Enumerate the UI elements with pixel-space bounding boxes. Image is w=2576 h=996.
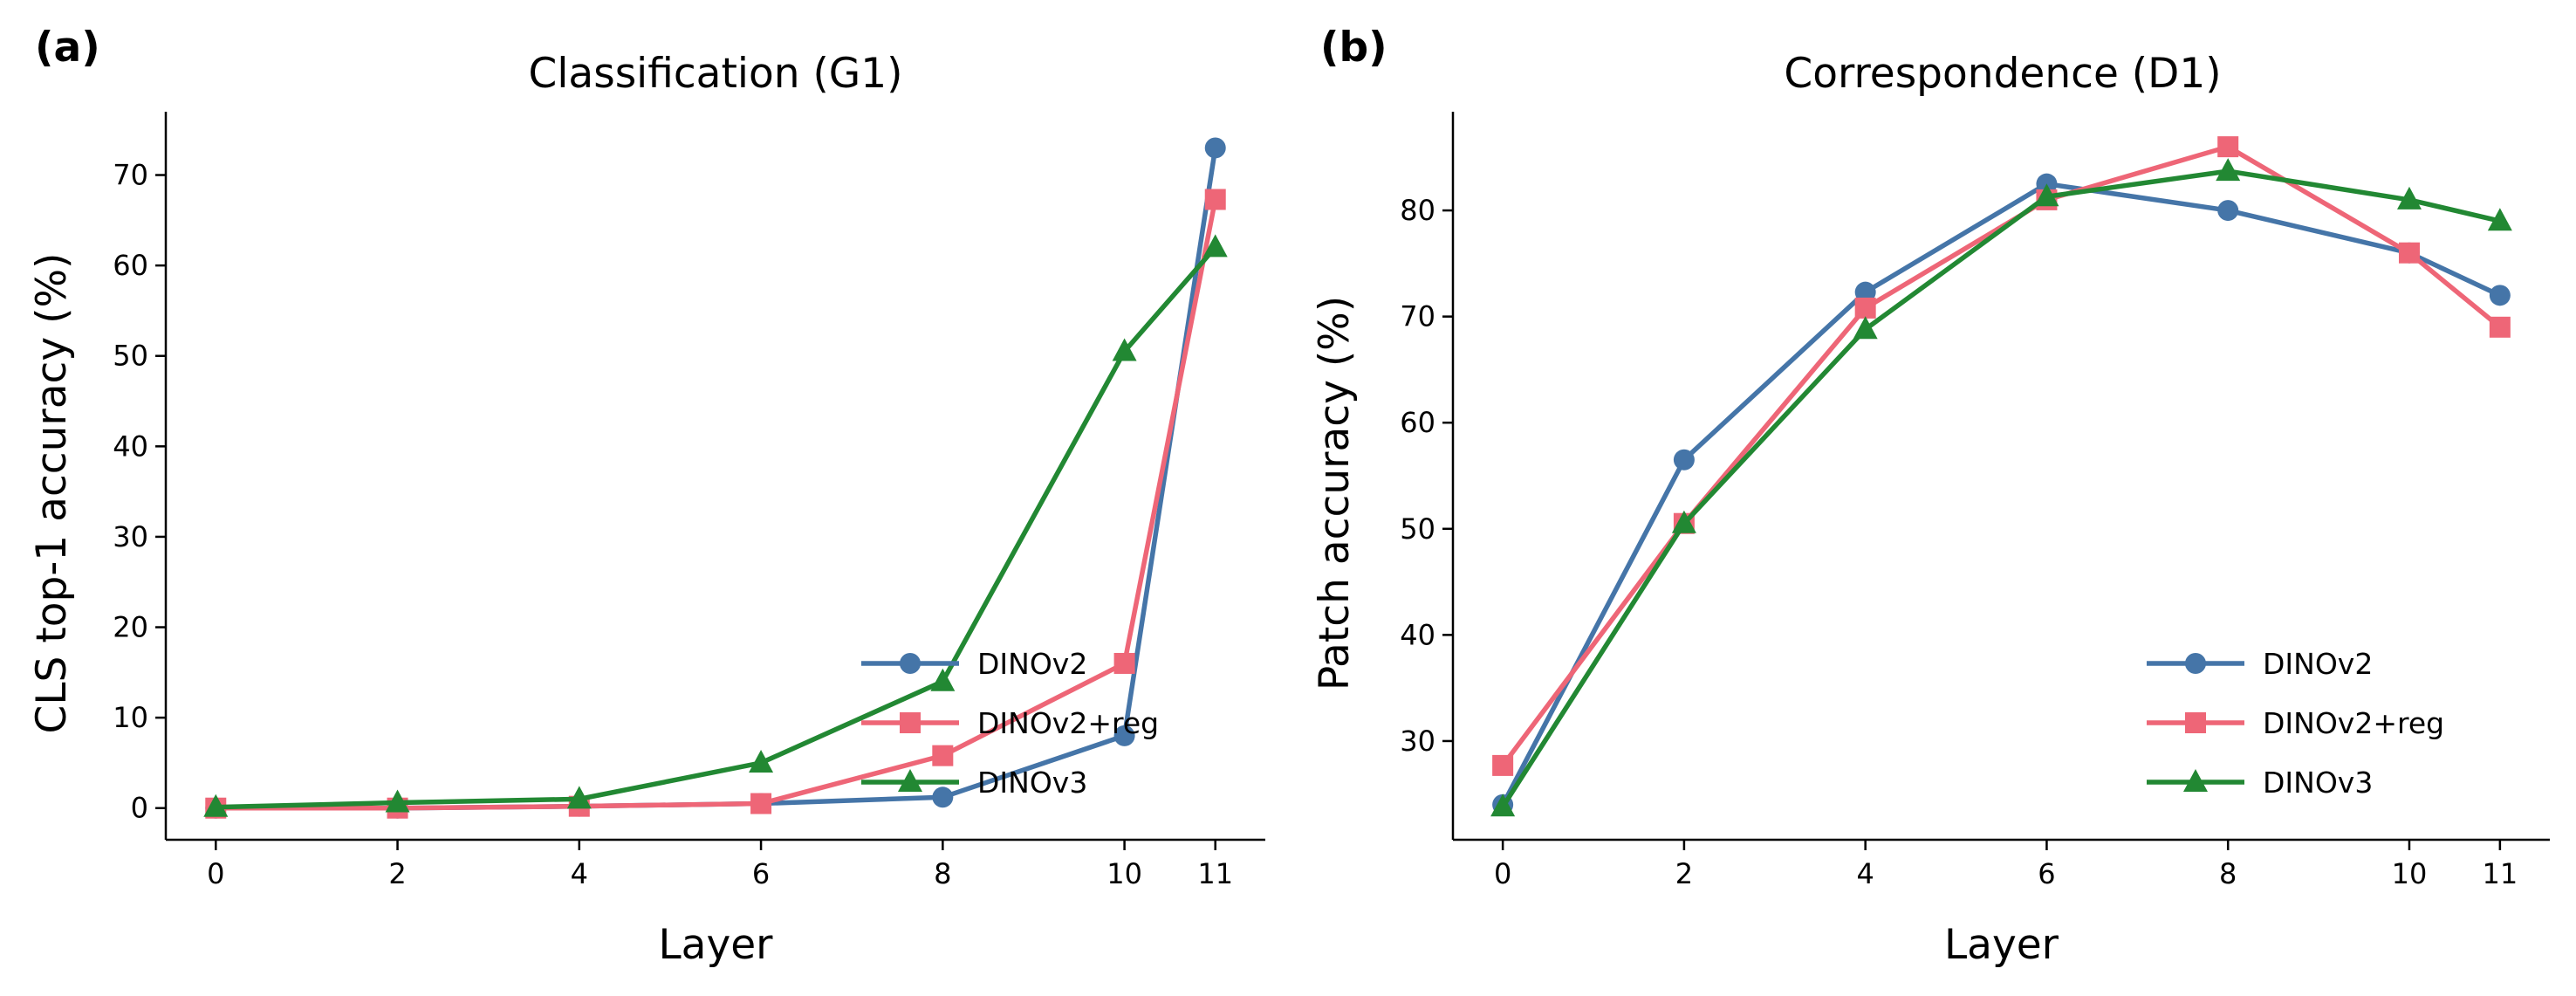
data-point (385, 789, 410, 813)
y-tick-label: 20 (113, 611, 148, 644)
data-point (932, 786, 954, 808)
x-tick-label: 8 (2219, 857, 2237, 890)
legend-marker (2183, 769, 2208, 792)
legend-marker (898, 769, 922, 792)
panel-label: (a) (35, 24, 100, 72)
x-tick-label: 4 (571, 857, 588, 890)
data-point (566, 786, 592, 809)
data-point (750, 793, 772, 814)
y-axis-label: CLS top-1 accuracy (%) (28, 253, 76, 734)
data-point (1671, 510, 1696, 533)
y-axis-label: Patch accuracy (%) (1311, 296, 1359, 690)
data-point (1202, 234, 1228, 258)
series-dinov3 (1490, 158, 2512, 817)
y-tick-label: 10 (113, 701, 148, 734)
data-point (1204, 189, 1226, 210)
data-point (1492, 754, 1514, 776)
legend-item: DINOv2+reg (2147, 706, 2444, 740)
data-point (203, 793, 229, 817)
y-tick-label: 30 (113, 520, 148, 553)
x-tick-label: 2 (388, 857, 406, 890)
legend-item: DINOv3 (2147, 766, 2373, 800)
x-tick-label: 11 (1197, 857, 1233, 890)
data-point (2217, 200, 2239, 222)
legend-label: DINOv2 (2263, 647, 2373, 681)
x-tick-label: 10 (2392, 857, 2428, 890)
panel-label: (b) (1320, 24, 1387, 72)
legend-marker (900, 712, 921, 733)
y-tick-label: 50 (113, 340, 148, 373)
data-point (1113, 652, 1135, 674)
x-tick-label: 10 (1106, 857, 1142, 890)
data-point (2217, 136, 2239, 158)
series-dinov3 (203, 234, 1228, 817)
y-tick-label: 0 (131, 792, 148, 825)
y-tick-label: 70 (113, 159, 148, 192)
panel-b: (b) Correspondence (D1) 0 2 4 6 8 10 11 30 40 50 60 7… (1311, 24, 2550, 969)
legend-marker (900, 653, 921, 674)
legend: DINOv2 DINOv2+reg DINOv3 (861, 647, 1159, 800)
data-point (2034, 183, 2059, 207)
data-point (1204, 137, 1226, 159)
legend-label: DINOv3 (977, 766, 1087, 800)
x-axis-label: Layer (658, 921, 773, 969)
data-point (2489, 285, 2511, 306)
chart-title: Classification (G1) (529, 50, 903, 98)
data-point (2398, 242, 2420, 264)
legend-label: DINOv3 (2263, 766, 2373, 800)
legend-item: DINOv2+reg (861, 706, 1159, 740)
panel-a: (a) Classification (G1) 0 2 4 6 8 10 11 0 10 20 30 40… (28, 24, 1265, 969)
y-tick-label: 80 (1400, 194, 1435, 227)
x-tick-label: 4 (1856, 857, 1874, 890)
y-tick-label: 50 (1400, 512, 1435, 546)
data-point (1854, 297, 1876, 319)
x-tick-label: 2 (1675, 857, 1693, 890)
legend: DINOv2 DINOv2+reg DINOv3 (2147, 647, 2444, 800)
data-point (932, 745, 954, 766)
y-tick-label: 60 (113, 249, 148, 282)
legend-item: DINOv2 (861, 647, 1087, 681)
data-point (1113, 725, 1135, 746)
chart-title: Correspondence (D1) (1784, 50, 2221, 98)
y-tick-label: 40 (1400, 618, 1435, 651)
legend-label: DINOv2+reg (977, 706, 1159, 740)
data-point (2216, 158, 2241, 182)
data-point (1853, 316, 1878, 340)
legend-label: DINOv2 (977, 647, 1087, 681)
data-point (2489, 316, 2511, 338)
y-tick-label: 60 (1400, 406, 1435, 439)
legend-label: DINOv2+reg (2263, 706, 2444, 740)
legend-item: DINOv3 (861, 766, 1087, 800)
data-point (1112, 338, 1137, 361)
x-tick-label: 6 (2038, 857, 2055, 890)
y-tick-label: 70 (1400, 300, 1435, 333)
x-axis-label: Layer (1944, 921, 2059, 969)
legend-marker (2185, 712, 2206, 733)
data-point (930, 668, 956, 691)
x-tick-label: 8 (934, 857, 951, 890)
data-point (1673, 449, 1695, 471)
data-point (749, 749, 774, 773)
legend-item: DINOv2 (2147, 647, 2373, 681)
y-tick-label: 40 (113, 429, 148, 463)
legend-marker (2185, 653, 2206, 674)
data-point (1490, 793, 1516, 817)
x-tick-label: 6 (752, 857, 770, 890)
data-point (1854, 281, 1876, 303)
x-tick-label: 11 (2483, 857, 2518, 890)
x-tick-label: 0 (207, 857, 224, 890)
data-point (2396, 186, 2422, 210)
y-tick-label: 30 (1400, 725, 1435, 758)
data-point (2487, 208, 2512, 231)
x-tick-label: 0 (1494, 857, 1511, 890)
